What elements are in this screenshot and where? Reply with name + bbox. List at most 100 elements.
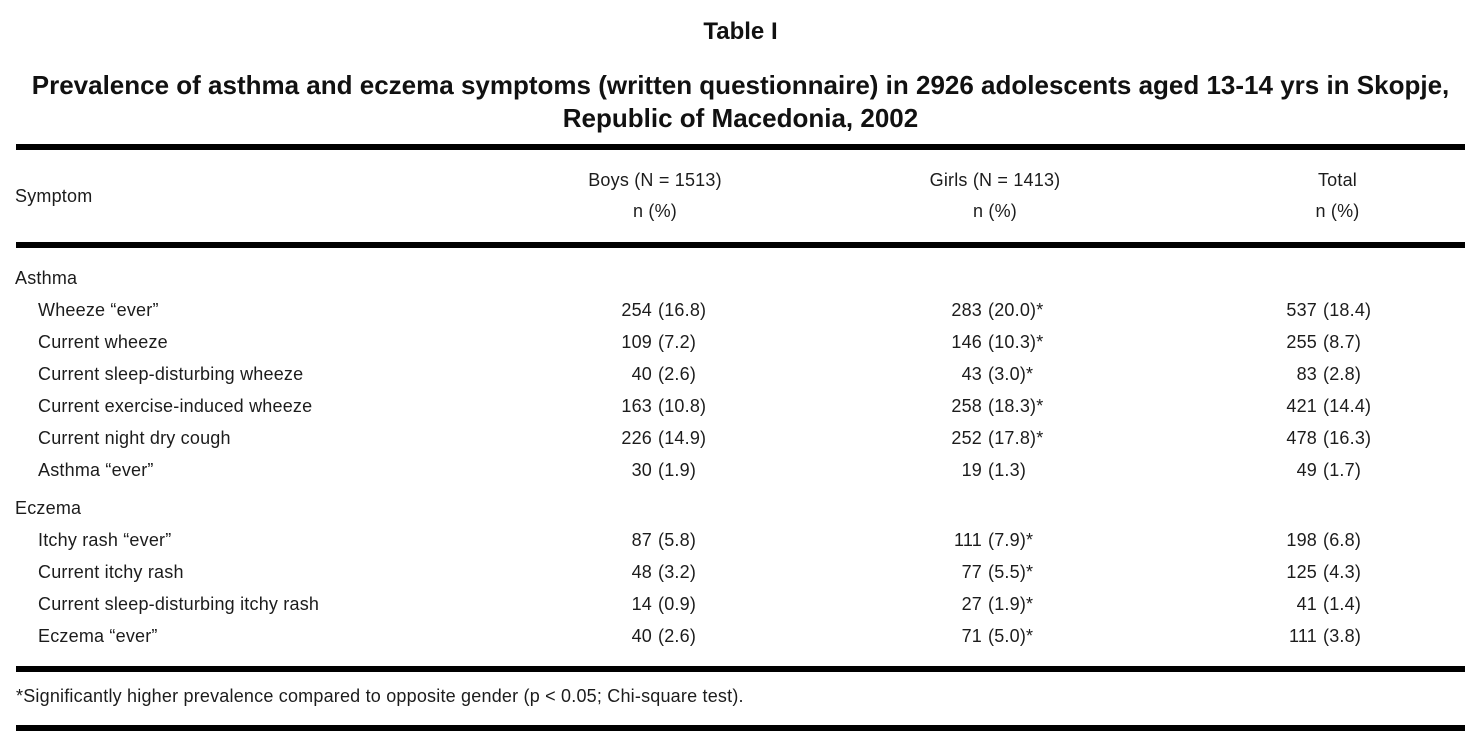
table-row: Eczema “ever” 40 (2.6) 71 (5.0) * 111 (3.8) bbox=[15, 620, 1465, 652]
girls-percent: (18.3) bbox=[988, 396, 1037, 416]
table-number-label: Table I bbox=[703, 18, 778, 45]
boys-percent: (10.8) bbox=[658, 396, 707, 416]
girls-percent: (10.3) bbox=[988, 332, 1037, 352]
group-label: Asthma bbox=[15, 268, 78, 288]
total-percent: (4.3) bbox=[1323, 562, 1362, 582]
girls-count: 258 bbox=[951, 396, 982, 416]
boys-percent: (1.9) bbox=[658, 460, 697, 480]
boys-percent: (2.6) bbox=[658, 364, 697, 384]
symptom-label: Current sleep-disturbing itchy rash bbox=[38, 594, 320, 614]
total-count: 255 bbox=[1286, 332, 1317, 352]
boys-percent: (5.8) bbox=[658, 530, 697, 550]
total-percent: (3.8) bbox=[1323, 626, 1362, 646]
header-rule bbox=[16, 242, 1465, 248]
column-header-symptom: Symptom bbox=[15, 185, 93, 206]
girls-value-cell: 71 (5.0) * bbox=[780, 620, 1210, 652]
total-count: 125 bbox=[1286, 562, 1317, 582]
group-header-row: Asthma bbox=[15, 262, 1465, 294]
girls-count: 252 bbox=[951, 428, 982, 448]
boys-header-line2: n (%) bbox=[632, 201, 677, 221]
symptom-label: Current itchy rash bbox=[38, 562, 184, 582]
girls-percent: (17.8) bbox=[988, 428, 1037, 448]
girls-percent: (3.0) bbox=[988, 364, 1027, 384]
girls-value-cell: 27 (1.9) * bbox=[780, 588, 1210, 620]
boys-header-line1: Boys (N = 1513) bbox=[588, 170, 722, 190]
total-percent: (2.8) bbox=[1323, 364, 1362, 384]
symptom-label: Asthma “ever” bbox=[38, 460, 154, 480]
girls-count: 146 bbox=[951, 332, 982, 352]
girls-percent: (1.3) bbox=[988, 460, 1027, 480]
significance-asterisk: * bbox=[1026, 562, 1034, 582]
girls-percent: (5.5) bbox=[988, 562, 1027, 582]
significance-asterisk: * bbox=[1026, 364, 1034, 384]
boys-value-cell: 14 (0.9) bbox=[530, 588, 780, 620]
total-value-cell: 537 (18.4) bbox=[1210, 294, 1465, 326]
total-percent: (8.7) bbox=[1323, 332, 1362, 352]
total-value-cell: 41 (1.4) bbox=[1210, 588, 1465, 620]
total-percent: (1.4) bbox=[1323, 594, 1362, 614]
column-header-row: Symptom Boys (N = 1513) n (%) Girls (N =… bbox=[15, 150, 1465, 242]
total-header-line2: n (%) bbox=[1315, 201, 1360, 221]
group-label: Eczema bbox=[15, 498, 82, 518]
table-row: Asthma “ever” 30 (1.9) 19 (1.3) 49 (1.7) bbox=[15, 454, 1465, 486]
total-value-cell: 255 (8.7) bbox=[1210, 326, 1465, 358]
total-value-cell: 49 (1.7) bbox=[1210, 454, 1465, 486]
table-row: Current sleep-disturbing wheeze 40 (2.6) 43… bbox=[15, 358, 1465, 390]
boys-value-cell: 40 (2.6) bbox=[530, 358, 780, 390]
table-row: Current wheeze 109 (7.2) 146 (10.3) * 255 (8.7) bbox=[15, 326, 1465, 358]
girls-value-cell: 283 (20.0) * bbox=[780, 294, 1210, 326]
girls-count: 111 bbox=[954, 530, 982, 550]
boys-percent: (0.9) bbox=[658, 594, 697, 614]
symptom-label: Current wheeze bbox=[38, 332, 168, 352]
boys-percent: (16.8) bbox=[658, 300, 707, 320]
girls-count: 71 bbox=[961, 626, 982, 646]
table-row: Current sleep-disturbing itchy rash 14 (0.… bbox=[15, 588, 1465, 620]
table-title-line2: Republic of Macedonia, 2002 bbox=[562, 103, 919, 133]
girls-percent: (5.0) bbox=[988, 626, 1027, 646]
significance-asterisk: * bbox=[1026, 530, 1034, 550]
group-header-row: Eczema bbox=[15, 492, 1465, 524]
girls-value-cell: 77 (5.5) * bbox=[780, 556, 1210, 588]
total-count: 83 bbox=[1296, 364, 1317, 384]
boys-value-cell: 87 (5.8) bbox=[530, 524, 780, 556]
total-value-cell: 111 (3.8) bbox=[1210, 620, 1465, 652]
boys-count: 87 bbox=[631, 530, 652, 550]
symptom-label: Current exercise-induced wheeze bbox=[38, 396, 313, 416]
boys-percent: (3.2) bbox=[658, 562, 697, 582]
boys-value-cell: 226 (14.9) bbox=[530, 422, 780, 454]
girls-percent: (1.9) bbox=[988, 594, 1027, 614]
symptom-label: Itchy rash “ever” bbox=[38, 530, 172, 550]
total-count: 421 bbox=[1286, 396, 1317, 416]
girls-count: 19 bbox=[961, 460, 982, 480]
total-percent: (16.3) bbox=[1323, 428, 1372, 448]
girls-count: 77 bbox=[961, 562, 982, 582]
total-count: 198 bbox=[1286, 530, 1317, 550]
table-row: Wheeze “ever” 254 (16.8) 283 (20.0) * 537 (18.4… bbox=[15, 294, 1465, 326]
girls-header-line2: n (%) bbox=[972, 201, 1017, 221]
table-row: Current night dry cough 226 (14.9) 252 (17.8… bbox=[15, 422, 1465, 454]
boys-count: 48 bbox=[631, 562, 652, 582]
total-percent: (18.4) bbox=[1323, 300, 1372, 320]
girls-percent: (20.0) bbox=[988, 300, 1037, 320]
total-count: 478 bbox=[1286, 428, 1317, 448]
boys-count: 30 bbox=[631, 460, 652, 480]
total-count: 111 bbox=[1289, 626, 1317, 646]
symptom-label: Wheeze “ever” bbox=[38, 300, 159, 320]
total-count: 41 bbox=[1296, 594, 1317, 614]
significance-asterisk: * bbox=[1026, 626, 1034, 646]
significance-asterisk: * bbox=[1036, 300, 1044, 320]
girls-count: 27 bbox=[961, 594, 982, 614]
significance-footnote: *Significantly higher prevalence compare… bbox=[16, 686, 744, 706]
table-row: Itchy rash “ever” 87 (5.8) 111 (7.9) * 198 (6.8… bbox=[15, 524, 1465, 556]
boys-value-cell: 163 (10.8) bbox=[530, 390, 780, 422]
boys-count: 14 bbox=[631, 594, 652, 614]
boys-percent: (7.2) bbox=[658, 332, 697, 352]
boys-count: 163 bbox=[621, 396, 652, 416]
girls-value-cell: 19 (1.3) bbox=[780, 454, 1210, 486]
total-value-cell: 198 (6.8) bbox=[1210, 524, 1465, 556]
total-value-cell: 421 (14.4) bbox=[1210, 390, 1465, 422]
boys-value-cell: 40 (2.6) bbox=[530, 620, 780, 652]
end-rule bbox=[16, 725, 1465, 731]
symptom-label: Eczema “ever” bbox=[38, 626, 158, 646]
